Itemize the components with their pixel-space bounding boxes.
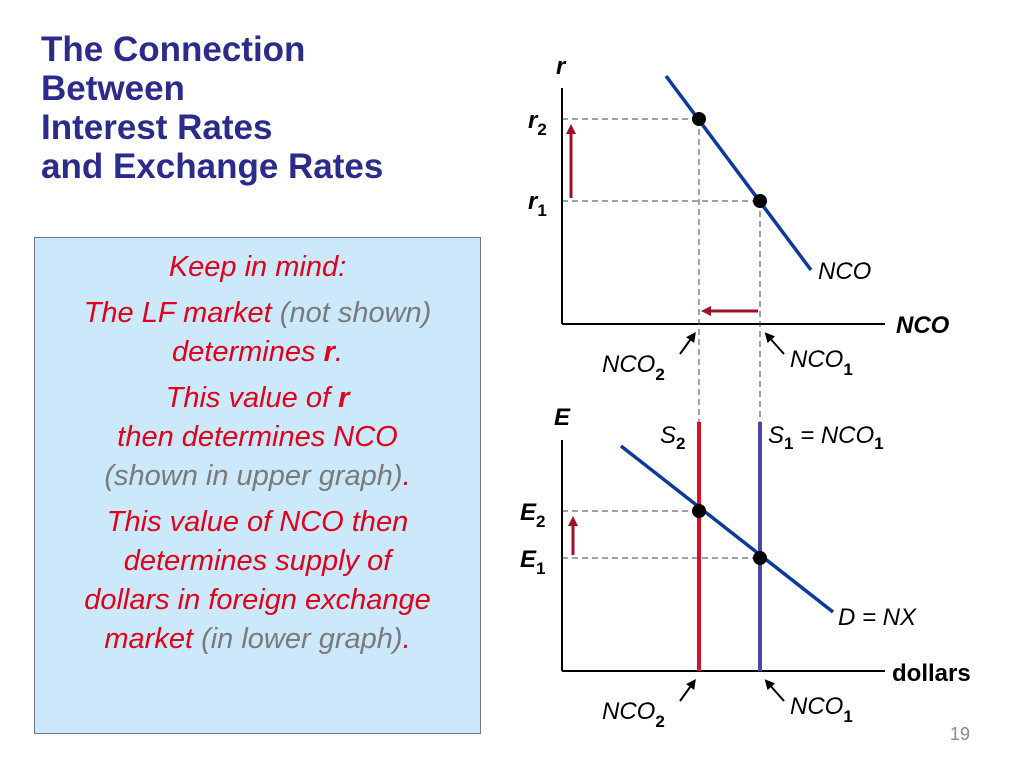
demand-curve <box>619 444 835 614</box>
lower-nco2-label: NCO2 <box>602 698 665 731</box>
s1-label: S1 = NCO1 <box>768 422 884 453</box>
point-r1 <box>753 194 767 208</box>
title-line-2: Between <box>41 69 185 108</box>
lower-y-axis-label: E <box>554 404 571 431</box>
page-number: 19 <box>950 724 971 744</box>
note-heading: Keep in mind: <box>168 251 347 283</box>
title-line-1: The Connection <box>41 30 306 69</box>
upper-x-axis-label: NCO <box>896 312 950 339</box>
lower-nco1-pointer <box>764 679 785 702</box>
title-line-4: and Exchange Rates <box>41 147 384 186</box>
note-paragraph-1: The LF market (not shown) determines r. <box>83 297 432 368</box>
upper-nco2-label: NCO2 <box>602 351 665 384</box>
upper-y-axis-label: r <box>556 53 567 80</box>
nco-curve <box>664 74 813 272</box>
e1-label: E1 <box>520 546 545 578</box>
r2-label: r2 <box>528 107 547 139</box>
lower-nco2-pointer <box>679 678 696 702</box>
point-e2 <box>692 504 706 518</box>
upper-nco2-pointer <box>679 331 696 355</box>
title-line-3: Interest Rates <box>41 108 273 147</box>
nco-curve-label: NCO <box>818 258 871 285</box>
slide-title: The Connection Between Interest Rates an… <box>41 30 481 186</box>
keep-in-mind-box: Keep in mind: The LF market (not shown) … <box>34 237 481 734</box>
upper-nco1-pointer <box>764 332 785 355</box>
upper-graph: r NCO NCO r2 r1 NCO2 NCO1 <box>528 53 950 422</box>
note-paragraph-2: This value of r then determines NCO (sho… <box>104 382 411 492</box>
note-paragraph-3: This value of NCO then determines supply… <box>84 506 431 655</box>
s2-label: S2 <box>660 422 685 453</box>
point-r2 <box>692 112 706 126</box>
lower-nco1-label: NCO1 <box>790 693 853 726</box>
lower-graph: E dollars S2 S1 = NCO1 E2 E1 D = NX NCO2… <box>520 404 971 731</box>
upper-nco1-label: NCO1 <box>790 346 853 379</box>
e2-label: E2 <box>520 499 545 531</box>
point-e1 <box>753 551 767 565</box>
r1-label: r1 <box>528 188 547 220</box>
lower-x-axis-label: dollars <box>892 660 971 687</box>
demand-curve-label: D = NX <box>838 604 917 631</box>
